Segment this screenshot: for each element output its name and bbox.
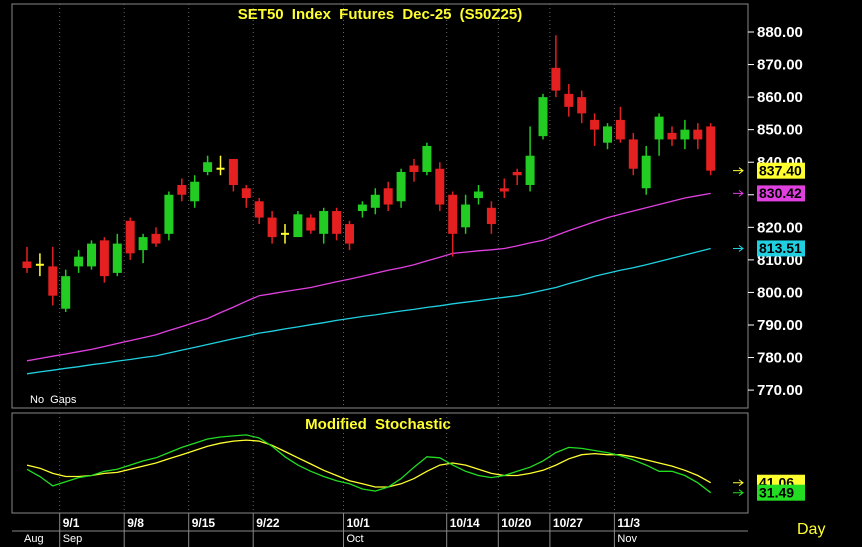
y-tick-label: 780.00 — [757, 350, 803, 367]
candle-body — [203, 162, 213, 172]
candle-body — [461, 204, 471, 228]
candle-body — [241, 188, 251, 199]
candle-body — [706, 126, 716, 171]
y-tick-label: 800.00 — [757, 284, 803, 301]
candle-body — [667, 132, 677, 140]
candle-body — [615, 119, 625, 140]
last-value-box — [757, 185, 805, 202]
x-tick-label: 10/14 — [450, 516, 480, 530]
last-arrow — [733, 245, 744, 252]
candle-body — [61, 276, 71, 309]
candle-body — [177, 185, 187, 195]
periodicity: Day — [797, 521, 825, 538]
x-tick-label: 9/1 — [63, 516, 80, 530]
candle-body — [525, 155, 535, 186]
month-label: Sep — [63, 533, 83, 545]
candle-body — [435, 168, 445, 205]
candle-body — [112, 243, 122, 273]
candle-body — [693, 129, 703, 140]
candle-body — [641, 155, 651, 189]
candle-body — [254, 201, 264, 218]
x-tick-label: 10/20 — [501, 516, 531, 530]
y-tick-label: 870.00 — [757, 57, 803, 74]
candle-body — [357, 204, 367, 212]
last-value-box — [757, 484, 805, 501]
price-panel — [11, 3, 749, 409]
candle-body — [448, 194, 458, 234]
stochastic-panel — [11, 412, 749, 514]
candle-body — [332, 211, 342, 234]
last-value-box — [757, 162, 805, 179]
candle-body — [603, 126, 612, 143]
y-tick-label: 820.00 — [757, 219, 803, 236]
line — [26, 192, 711, 362]
chart-title: SET50 Index Futures Dec-25 (S50Z25) — [238, 6, 522, 23]
candle-body — [628, 139, 638, 169]
candle-body — [125, 220, 135, 254]
candle-body — [590, 119, 600, 130]
x-tick-label: 9/22 — [256, 516, 280, 530]
x-tick-label: 10/27 — [553, 516, 583, 530]
candle-body — [74, 256, 84, 267]
x-tick-label: 10/1 — [347, 516, 371, 530]
month-label: Aug — [24, 533, 44, 545]
candle-body — [680, 129, 690, 140]
last-value-label: 31.49 — [759, 484, 794, 500]
candle-body — [138, 237, 148, 251]
candle-body — [22, 261, 32, 269]
candle-body — [306, 217, 316, 231]
last-arrow — [733, 167, 744, 175]
candle-body — [383, 188, 393, 205]
candle-body — [48, 266, 58, 296]
candle-body — [499, 188, 509, 192]
last-value-box — [757, 240, 805, 257]
candle-body — [319, 211, 329, 234]
candle-body — [151, 233, 161, 244]
candle-body — [654, 116, 664, 140]
candle-body — [538, 97, 548, 137]
x-tick-label: 11/3 — [617, 516, 640, 530]
candle-body — [422, 145, 432, 172]
candle-body — [87, 243, 96, 267]
line — [26, 434, 712, 494]
candle-body — [512, 171, 522, 176]
candle-body — [293, 214, 303, 238]
y-tick-label: 850.00 — [757, 122, 803, 139]
last-value-label: 813.51 — [759, 240, 802, 256]
candle-body — [577, 97, 587, 114]
candle-body — [486, 207, 496, 225]
x-tick-label: 9/8 — [127, 516, 144, 530]
last-value-label: 837.40 — [759, 162, 802, 178]
candle-body — [551, 67, 561, 91]
x-tick-label: 9/15 — [192, 516, 216, 530]
candle-body — [396, 171, 406, 202]
candle-body — [564, 93, 574, 107]
y-tick-label: 880.00 — [757, 24, 803, 41]
last-arrow — [733, 479, 744, 487]
candle-body — [190, 181, 200, 202]
last-arrow — [733, 190, 744, 197]
annotation: No Gaps — [30, 394, 77, 406]
stochastic-title: Modified Stochastic — [305, 416, 451, 433]
candle-body — [370, 194, 380, 208]
candle-body — [99, 240, 109, 277]
last-value-label: 830.42 — [759, 185, 802, 201]
candle-body — [474, 191, 483, 199]
candle-body — [164, 194, 174, 234]
candle-body — [345, 224, 354, 244]
y-tick-label: 860.00 — [757, 89, 803, 106]
line — [26, 247, 711, 375]
candle-body — [409, 165, 419, 172]
y-tick-label: 790.00 — [757, 317, 803, 334]
y-tick-label: 770.00 — [757, 382, 803, 399]
month-label: Oct — [347, 533, 364, 545]
candle-body — [228, 158, 238, 186]
last-arrow — [733, 489, 744, 497]
month-label: Nov — [617, 533, 637, 545]
candle-body — [267, 217, 277, 238]
line — [26, 439, 712, 488]
